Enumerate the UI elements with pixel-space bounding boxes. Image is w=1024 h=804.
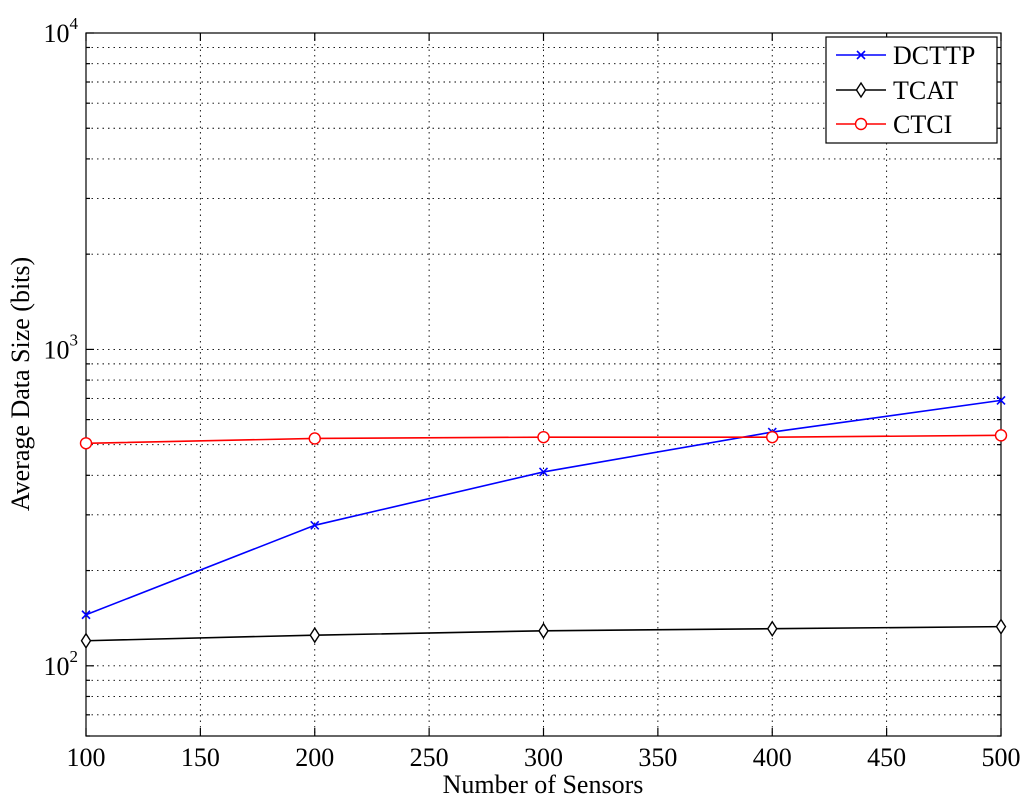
data-point-ctci	[537, 430, 550, 444]
series-layer	[79, 395, 1008, 650]
legend-marker-symbol	[856, 50, 866, 60]
y-tick-label: 104	[44, 14, 79, 48]
legend-marker-symbol	[855, 81, 867, 99]
legend: DCTTP TCAT CTCI	[825, 36, 998, 144]
data-point-tcat	[538, 622, 549, 640]
legend-label-tcat: TCAT	[893, 76, 958, 105]
data-point-ctci	[79, 437, 93, 450]
data-point-tcat	[309, 626, 321, 644]
legend-marker-symbol	[854, 117, 868, 131]
marker-stroke	[310, 520, 320, 530]
series-ctci	[79, 429, 1008, 450]
y-tick-label: 102	[44, 647, 79, 681]
data-point-ctci	[994, 429, 1008, 442]
grid-lines	[86, 33, 1001, 736]
x-tick-label: 400	[753, 743, 792, 772]
x-tick-label: 450	[867, 743, 906, 772]
x-tick-label: 250	[410, 743, 449, 772]
data-point-tcat	[80, 632, 92, 650]
marker-stroke	[538, 467, 549, 477]
legend-label-dcttp: DCTTP	[893, 41, 975, 70]
legend-marker-dcttp	[856, 50, 866, 60]
data-point-dcttp	[310, 520, 320, 530]
marker-stroke	[996, 395, 1006, 405]
y-axis-label: Average Data Size (bits)	[6, 257, 35, 511]
marker-stroke	[856, 50, 866, 60]
series-tcat	[80, 618, 1007, 650]
axis-ticks	[85, 32, 1002, 737]
x-tick-label: 500	[982, 743, 1021, 772]
marker-stroke	[81, 610, 91, 620]
data-point-dcttp	[538, 467, 549, 477]
x-tick-label: 100	[67, 743, 106, 772]
y-tick-label: 103	[44, 330, 79, 364]
x-tick-label: 300	[524, 743, 563, 772]
data-point-dcttp	[996, 395, 1006, 405]
x-axis-label: Number of Sensors	[443, 770, 644, 799]
legend-label-ctci: CTCI	[893, 110, 952, 139]
y-tick-labels: 102 103 104	[44, 14, 79, 681]
legend-marker-ctci	[854, 117, 868, 131]
data-point-ctci	[308, 432, 321, 445]
legend-marker-tcat	[855, 81, 867, 99]
data-point-tcat	[995, 618, 1007, 635]
x-tick-labels: 100 150 200 250 300 350 400 450 500	[67, 743, 1021, 772]
data-point-tcat	[766, 620, 778, 637]
data-point-ctci	[766, 430, 779, 444]
x-tick-label: 350	[638, 743, 677, 772]
x-tick-label: 200	[295, 743, 334, 772]
data-point-dcttp	[81, 610, 91, 620]
x-tick-label: 150	[181, 743, 220, 772]
